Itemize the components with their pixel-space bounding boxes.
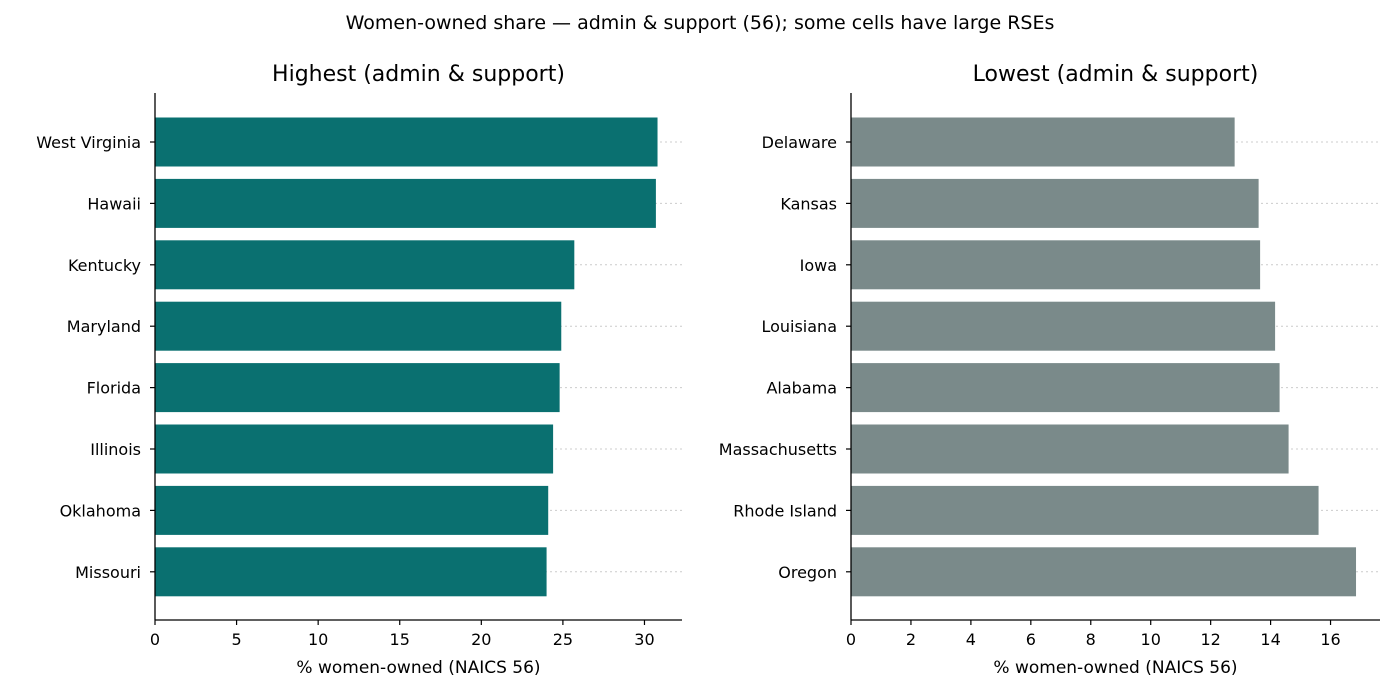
- x-tick-label: 20: [471, 630, 491, 649]
- y-tick-label: Rhode Island: [733, 501, 837, 520]
- bar-missouri: [155, 547, 547, 597]
- y-tick-label: Hawaii: [87, 194, 141, 213]
- bar-west-virginia: [155, 117, 658, 167]
- x-tick-label: 6: [1026, 630, 1036, 649]
- y-tick-label: Oklahoma: [60, 501, 141, 520]
- x-tick-label: 5: [231, 630, 241, 649]
- bar-illinois: [155, 424, 554, 474]
- y-tick-label: Florida: [87, 379, 141, 398]
- y-tick-label: Massachusetts: [719, 440, 837, 459]
- bar-hawaii: [155, 178, 656, 228]
- x-tick-label: 12: [1200, 630, 1220, 649]
- bar-alabama: [851, 363, 1280, 413]
- y-tick-label: Oregon: [778, 563, 837, 582]
- y-tick-label: Kentucky: [68, 256, 141, 275]
- x-tick-label: 10: [1141, 630, 1161, 649]
- bar-louisiana: [851, 301, 1276, 351]
- x-tick-label: 16: [1320, 630, 1340, 649]
- x-axis-label: % women-owned (NAICS 56): [296, 658, 540, 678]
- y-tick-label: Alabama: [766, 379, 837, 398]
- bar-oregon: [851, 547, 1357, 597]
- x-tick-label: 8: [1086, 630, 1096, 649]
- x-tick-label: 30: [634, 630, 654, 649]
- panel-highest: Highest (admin & support) West Virginia Ha…: [36, 62, 682, 678]
- bar-florida: [155, 363, 560, 413]
- y-tick-label: Louisiana: [761, 317, 837, 336]
- x-axis-label: % women-owned (NAICS 56): [993, 658, 1237, 678]
- x-tick-label: 10: [308, 630, 328, 649]
- y-tick-label: Delaware: [762, 133, 837, 152]
- y-tick-label: Iowa: [800, 256, 837, 275]
- y-tick-label: Maryland: [67, 317, 141, 336]
- panel-title: Highest (admin & support): [272, 62, 565, 87]
- panel-title: Lowest (admin & support): [973, 62, 1259, 87]
- bar-maryland: [155, 301, 562, 351]
- chart-suptitle: Women-owned share — admin & support (56)…: [346, 12, 1055, 34]
- x-tick-label: 0: [150, 630, 160, 649]
- x-tick-label: 4: [966, 630, 976, 649]
- y-tick-label: West Virginia: [36, 133, 141, 152]
- bar-oklahoma: [155, 485, 549, 535]
- bar-massachusetts: [851, 424, 1289, 474]
- bar-iowa: [851, 240, 1261, 290]
- bar-rhode-island: [851, 485, 1319, 535]
- bar-delaware: [851, 117, 1235, 167]
- y-tick-label: Illinois: [90, 440, 141, 459]
- x-tick-label: 15: [390, 630, 410, 649]
- x-tick-label: 0: [846, 630, 856, 649]
- x-tick-label: 25: [553, 630, 573, 649]
- y-tick-label: Kansas: [780, 194, 837, 213]
- panel-lowest: Lowest (admin & support) Delaware Kansas Io…: [719, 62, 1380, 678]
- bar-kentucky: [155, 240, 575, 290]
- x-tick-label: 14: [1260, 630, 1280, 649]
- y-tick-label: Missouri: [75, 563, 141, 582]
- x-tick-label: 2: [906, 630, 916, 649]
- bar-kansas: [851, 178, 1259, 228]
